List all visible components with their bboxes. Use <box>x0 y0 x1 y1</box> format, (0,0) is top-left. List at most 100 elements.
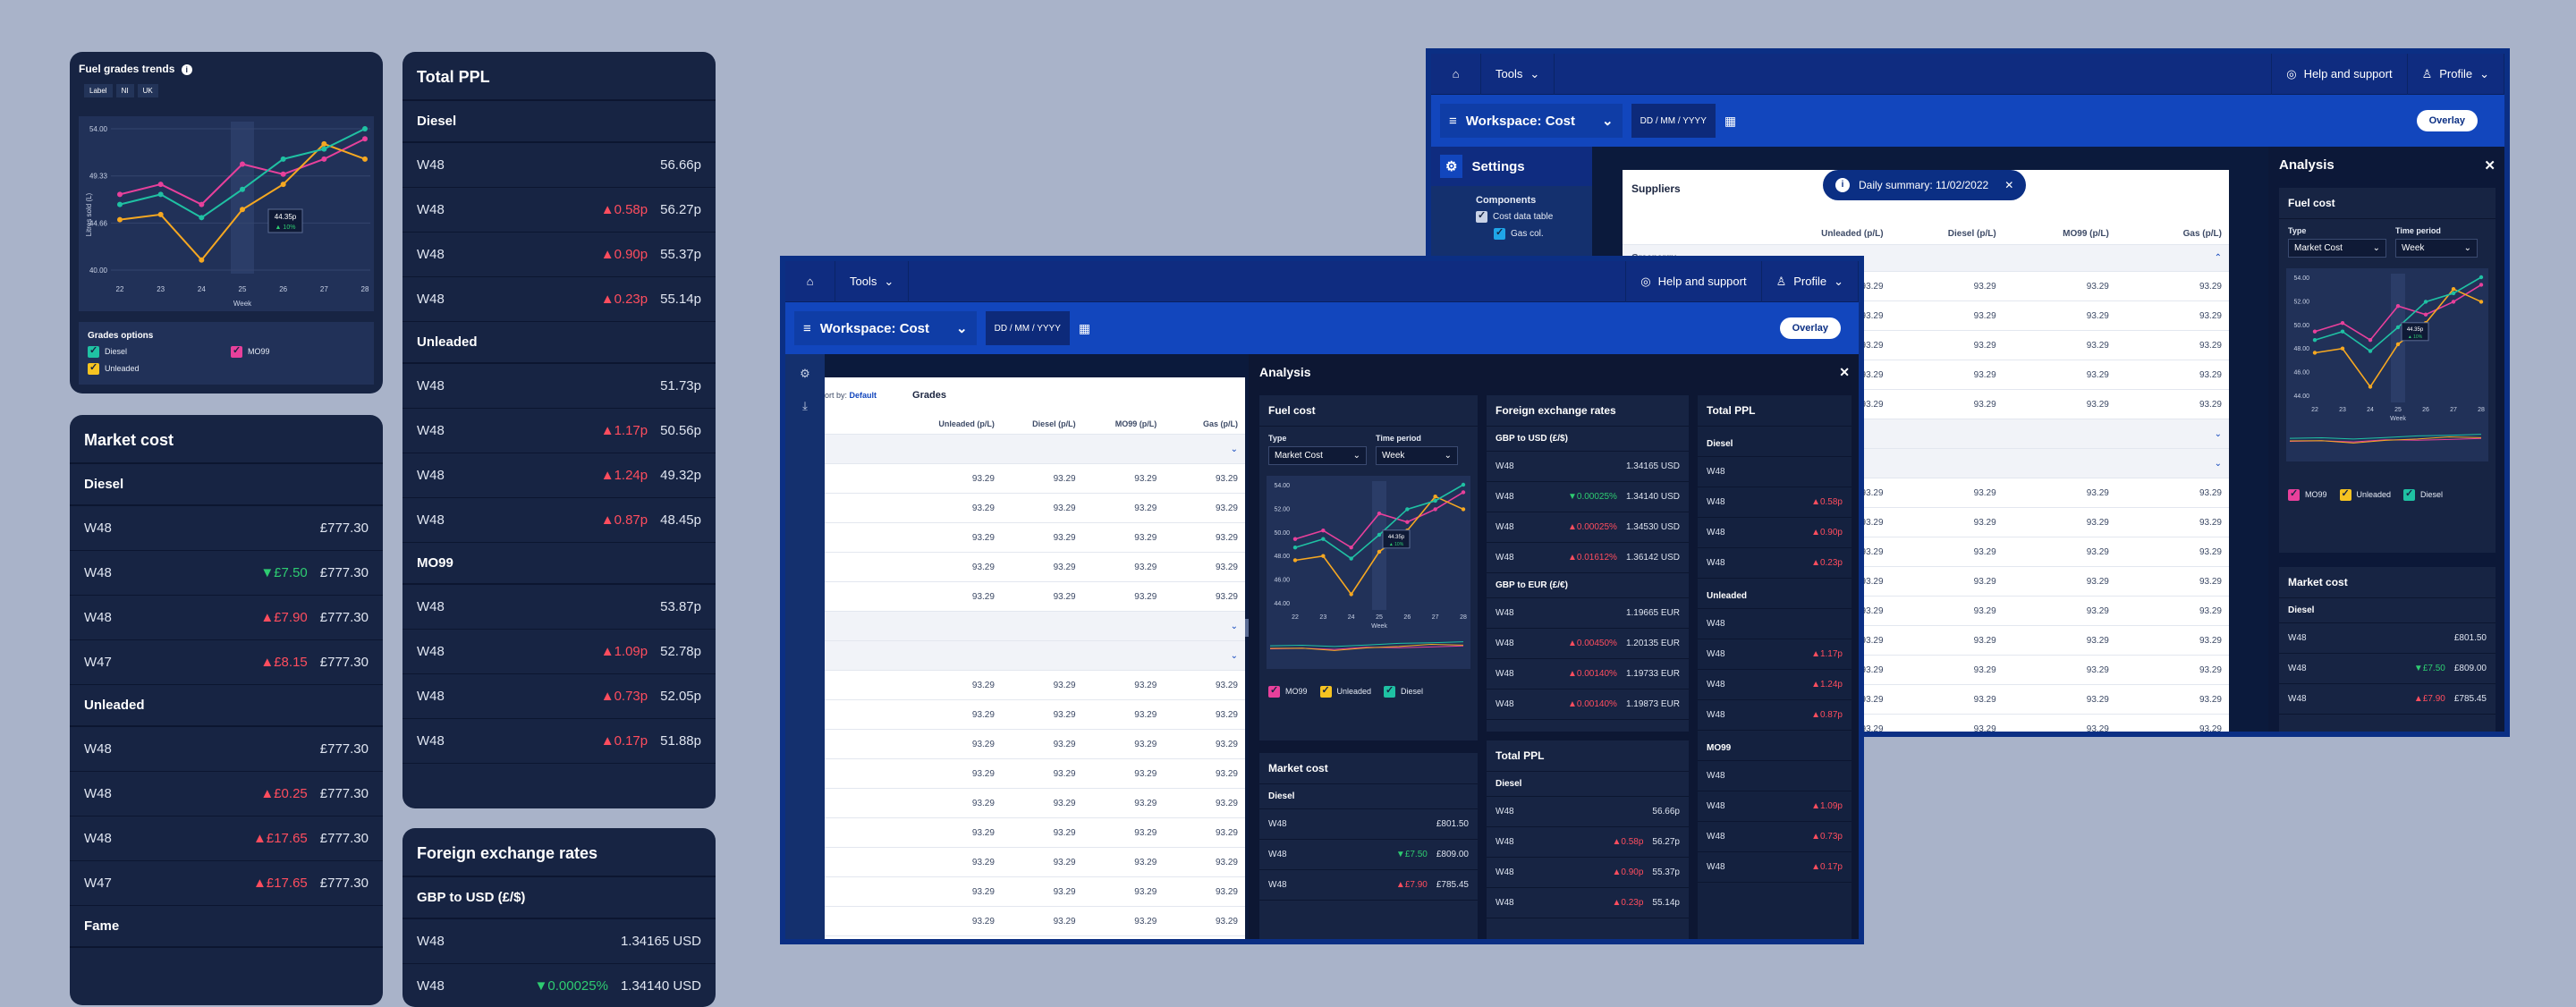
data-point-diesel[interactable] <box>1349 556 1353 561</box>
workspace-select[interactable]: ≡ Workspace: Cost ⌄ <box>794 311 977 345</box>
data-point-mo99[interactable] <box>1405 520 1410 524</box>
data-point-diesel[interactable] <box>280 156 286 162</box>
data-point-diesel[interactable] <box>362 126 368 131</box>
data-point-diesel[interactable] <box>1321 537 1326 541</box>
table-row[interactable]: 93.29 93.29 93.29 93.29 <box>825 877 1245 907</box>
data-point-diesel[interactable] <box>2368 349 2373 353</box>
data-point-unleaded[interactable] <box>362 156 368 162</box>
table-row[interactable]: 93.29 93.29 93.29 93.29 <box>1623 390 2229 419</box>
table-row[interactable]: 93.29 93.29 93.29 93.29 <box>1623 301 2229 331</box>
option-mo99[interactable]: MO99 <box>231 344 365 358</box>
data-point-diesel[interactable] <box>199 215 205 221</box>
tools-menu[interactable]: Tools ⌄ <box>1481 54 1555 95</box>
table-row[interactable]: 93.29 93.29 93.29 93.29 <box>825 582 1245 612</box>
legend-unleaded[interactable]: Unleaded <box>2339 487 2391 501</box>
sort-control[interactable]: ort by: Default <box>825 391 877 400</box>
data-point-diesel[interactable] <box>117 201 123 207</box>
data-point-unleaded[interactable] <box>1321 554 1326 558</box>
data-point-diesel[interactable] <box>2451 291 2456 296</box>
period-select[interactable]: Week ⌄ <box>1376 446 1458 465</box>
legend-mo99[interactable]: MO99 <box>1268 684 1308 698</box>
data-point-diesel[interactable] <box>1461 482 1466 487</box>
data-point-mo99[interactable] <box>280 171 286 177</box>
overlay-button[interactable]: Overlay <box>1779 317 1841 339</box>
home-button[interactable]: ⌂ <box>1431 54 1481 95</box>
data-point-mo99[interactable] <box>1461 490 1466 495</box>
data-point-mo99[interactable] <box>2479 283 2484 287</box>
type-select[interactable]: Market Cost ⌄ <box>2288 239 2386 258</box>
data-point-unleaded[interactable] <box>2340 346 2345 351</box>
table-row[interactable]: 93.29 93.29 93.29 93.29 <box>825 818 1245 848</box>
table-row[interactable]: 93.29 93.29 93.29 93.29 <box>825 848 1245 877</box>
group-row[interactable]: ⌄ <box>825 612 1245 641</box>
data-point-diesel[interactable] <box>2312 338 2318 343</box>
data-point-mo99[interactable] <box>2368 338 2373 343</box>
data-point-diesel[interactable] <box>2340 329 2345 334</box>
chip-ni[interactable]: NI <box>115 84 134 97</box>
gear-icon[interactable]: ⚙ <box>1440 155 1463 178</box>
data-point-unleaded[interactable] <box>1377 549 1382 554</box>
data-point-diesel[interactable] <box>2479 275 2484 280</box>
table-row[interactable]: 93.29 93.29 93.29 93.29 <box>1623 331 2229 360</box>
comp-gas-col[interactable]: Gas col. <box>1431 223 1592 240</box>
profile-menu[interactable]: ♙ Profile ⌄ <box>1762 261 1859 302</box>
date-input[interactable]: DD / MM / YYYY <box>985 311 1070 345</box>
home-button[interactable]: ⌂ <box>785 261 835 302</box>
calendar-icon[interactable]: ▦ <box>1724 113 1737 128</box>
table-row[interactable]: 93.29 93.29 93.29 93.29 <box>1623 567 2229 597</box>
data-point-mo99[interactable] <box>321 156 327 162</box>
close-icon[interactable]: ✕ <box>2484 158 2496 173</box>
data-point-mo99[interactable] <box>2395 304 2401 309</box>
data-point-diesel[interactable] <box>1433 498 1437 504</box>
table-row[interactable]: 93.29 93.29 93.29 93.29 <box>825 730 1245 759</box>
legend-unleaded[interactable]: Unleaded <box>1319 684 1371 698</box>
data-point-unleaded[interactable] <box>1461 507 1466 512</box>
data-point-diesel[interactable] <box>157 191 164 198</box>
profile-menu[interactable]: ♙ Profile ⌄ <box>2408 54 2504 95</box>
option-diesel[interactable]: Diesel <box>88 344 231 358</box>
group-row[interactable]: ⌄ <box>825 641 1245 671</box>
data-point-mo99[interactable] <box>1377 512 1382 516</box>
table-row[interactable]: 93.29 93.29 93.29 93.29 <box>825 671 1245 700</box>
close-icon[interactable]: ✕ <box>2004 179 2014 191</box>
data-point-mo99[interactable] <box>240 161 245 167</box>
data-point-unleaded[interactable] <box>199 257 205 263</box>
overlay-button[interactable]: Overlay <box>2416 110 2478 131</box>
data-point-unleaded[interactable] <box>157 211 164 217</box>
table-row[interactable]: 93.29 93.29 93.29 93.29 <box>825 464 1245 494</box>
data-point-unleaded[interactable] <box>240 207 245 213</box>
data-point-diesel[interactable] <box>1405 507 1410 512</box>
table-row[interactable]: 93.29 93.29 93.29 93.29 <box>825 907 1245 936</box>
data-point-unleaded[interactable] <box>1433 495 1437 499</box>
data-point-diesel[interactable] <box>1292 546 1298 550</box>
table-row[interactable]: 93.29 93.29 93.29 93.29 <box>825 523 1245 553</box>
gear-icon[interactable]: ⚙ <box>800 367 810 380</box>
date-input[interactable]: DD / MM / YYYY <box>1631 104 1716 138</box>
tools-menu[interactable]: Tools ⌄ <box>835 261 910 302</box>
table-row[interactable]: 93.29 93.29 93.29 93.29 <box>1623 656 2229 685</box>
data-point-unleaded[interactable] <box>280 182 286 188</box>
group-row[interactable]: ⌄ <box>825 435 1245 464</box>
data-point-mo99[interactable] <box>1292 537 1298 541</box>
table-row[interactable]: 93.29 93.29 93.29 93.29 <box>825 759 1245 789</box>
data-point-unleaded[interactable] <box>1349 592 1353 597</box>
comp-cost-table[interactable]: Cost data table <box>1431 206 1592 223</box>
data-point-mo99[interactable] <box>2451 300 2456 304</box>
data-point-mo99[interactable] <box>1349 546 1353 550</box>
data-point-diesel[interactable] <box>1377 532 1382 537</box>
period-select[interactable]: Week ⌄ <box>2395 239 2478 258</box>
data-point-diesel[interactable] <box>321 146 327 152</box>
data-point-mo99[interactable] <box>2312 329 2318 334</box>
data-point-diesel[interactable] <box>240 186 245 192</box>
data-point-mo99[interactable] <box>157 182 164 188</box>
table-row[interactable]: 93.29 93.29 93.29 93.29 <box>1623 685 2229 715</box>
data-point-unleaded[interactable] <box>2451 287 2456 292</box>
data-point-mo99[interactable] <box>362 136 368 142</box>
data-point-unleaded[interactable] <box>117 216 123 223</box>
data-point-unleaded[interactable] <box>2312 351 2318 355</box>
table-row[interactable]: 93.29 93.29 93.29 93.29 <box>1623 360 2229 390</box>
data-point-diesel[interactable] <box>2423 300 2428 304</box>
data-point-unleaded[interactable] <box>1292 558 1298 563</box>
download-icon[interactable]: ⤓ <box>802 399 808 412</box>
data-point-diesel[interactable] <box>2395 325 2401 330</box>
